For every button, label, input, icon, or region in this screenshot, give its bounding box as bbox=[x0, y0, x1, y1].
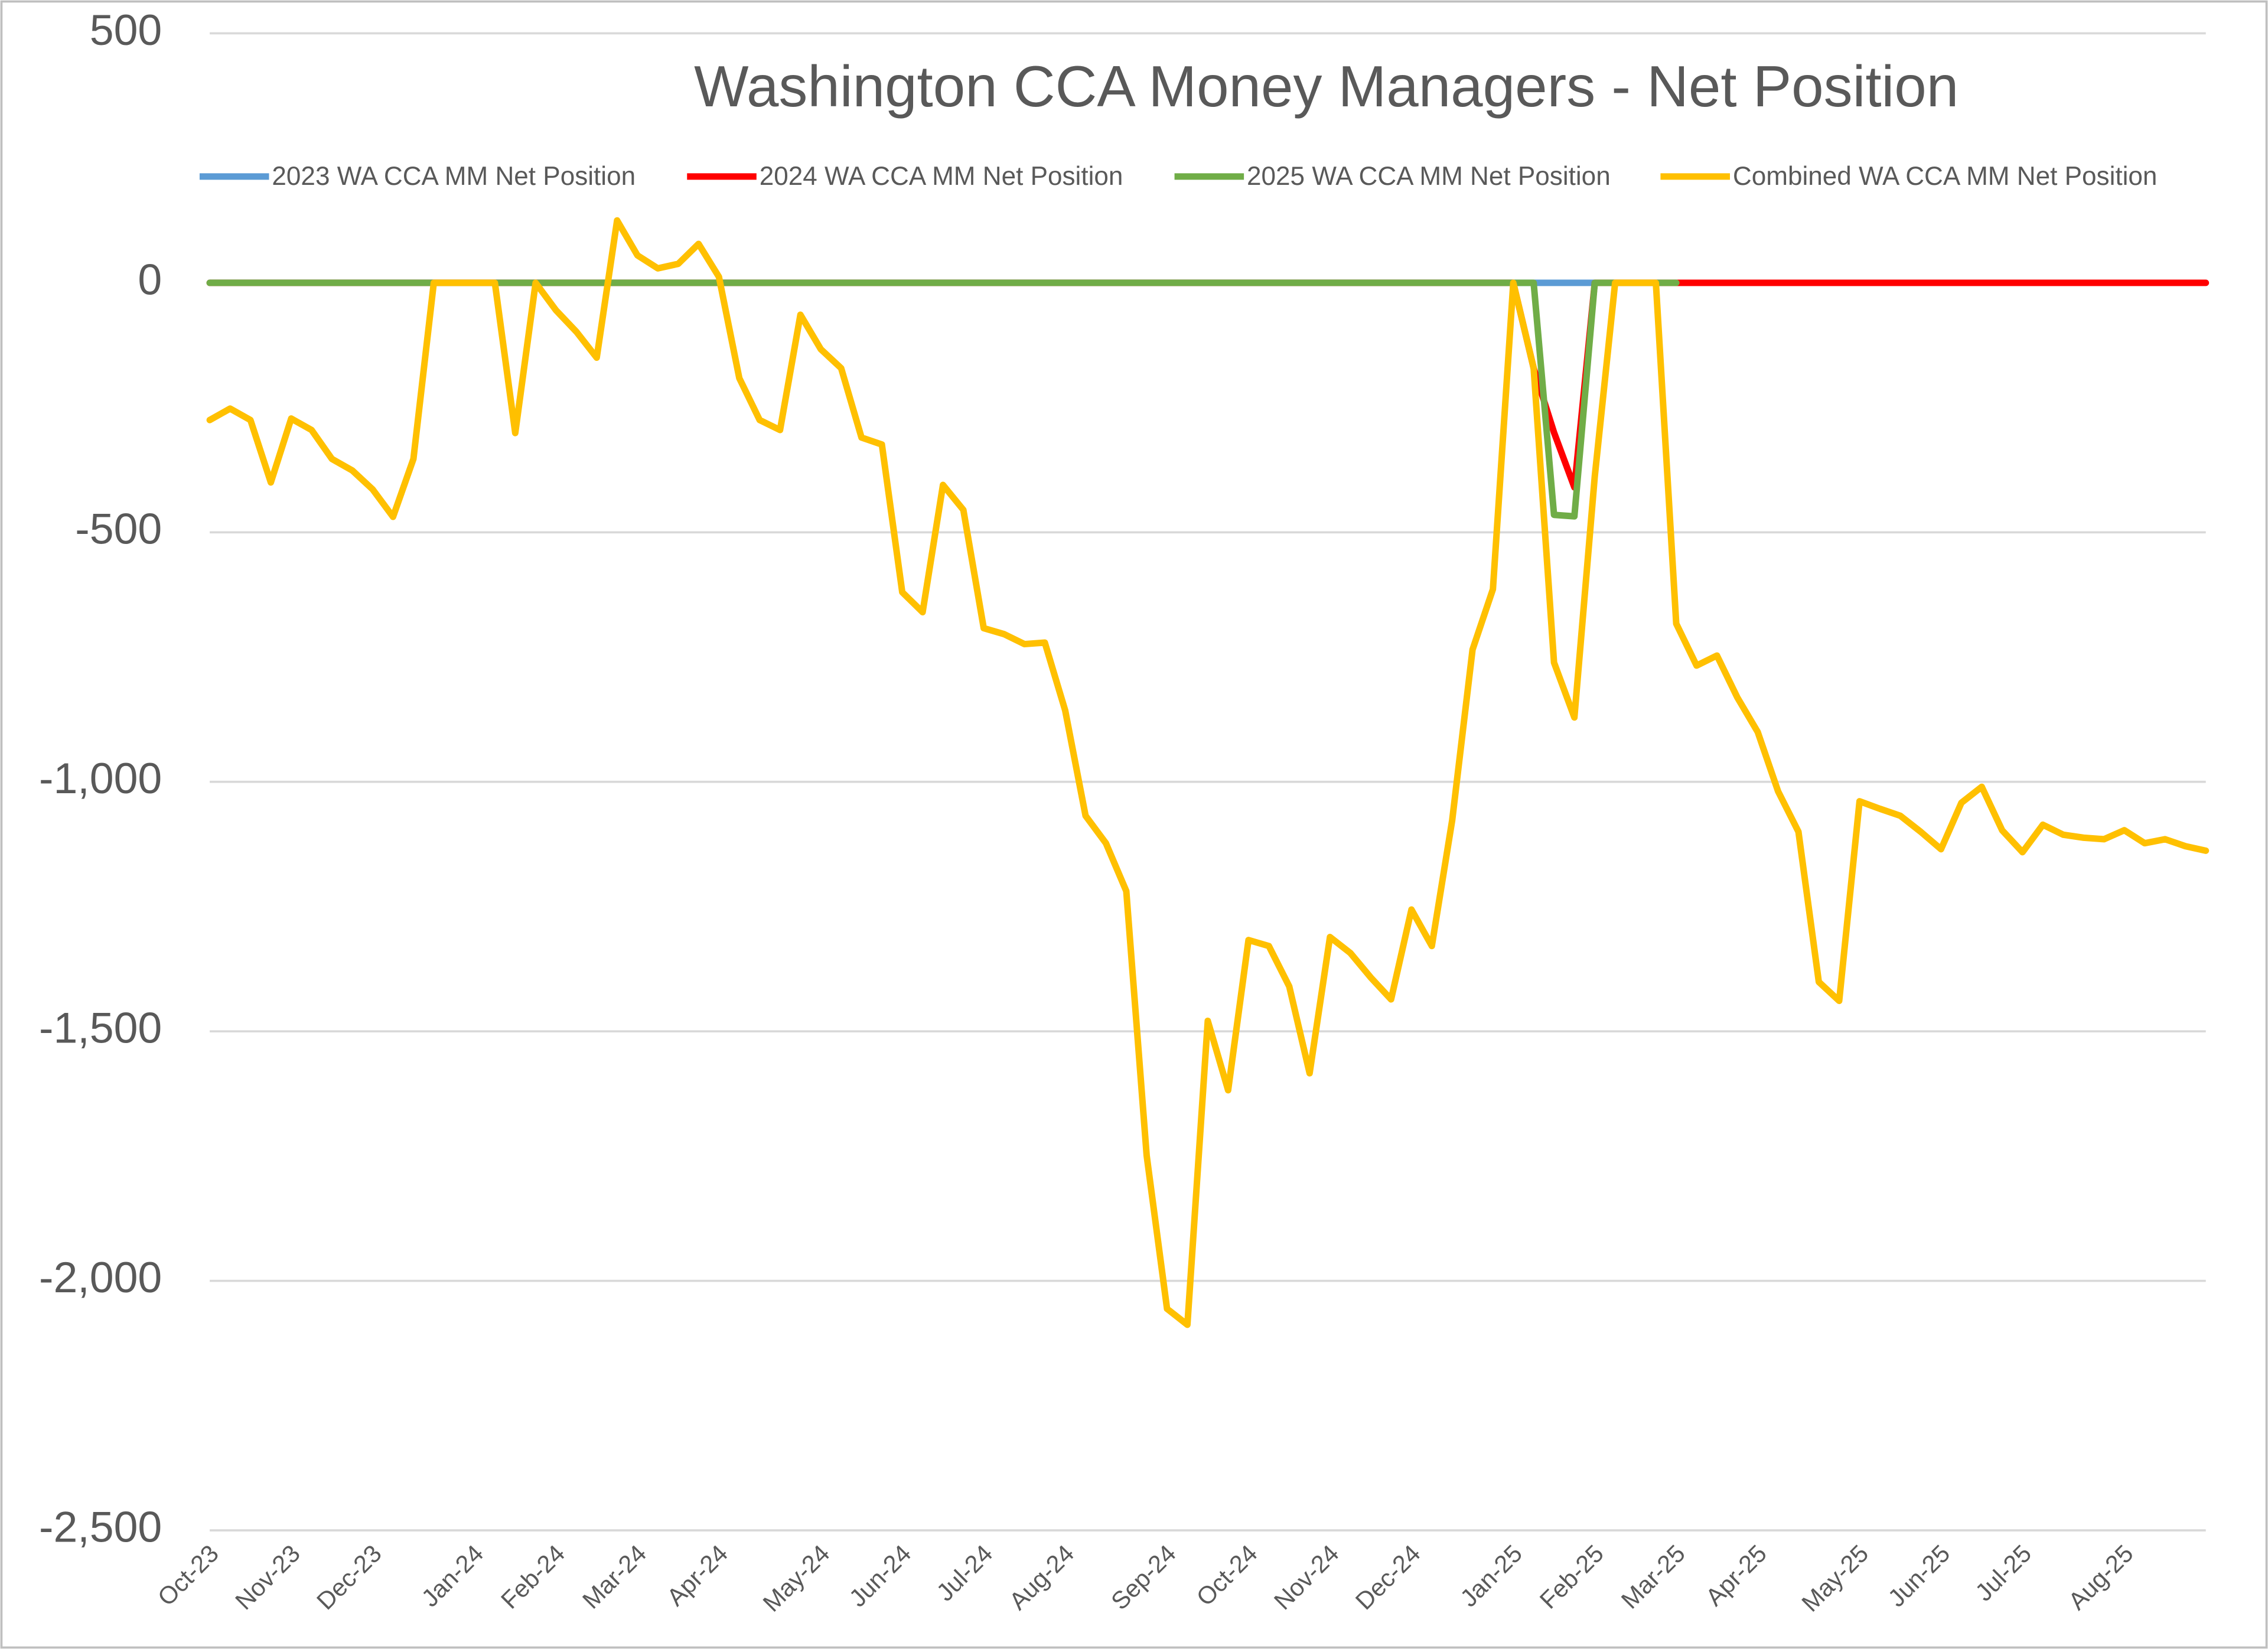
y-tick-label: -500 bbox=[75, 504, 162, 553]
y-tick-label: -2,500 bbox=[39, 1503, 162, 1552]
legend-label: 2023 WA CCA MM Net Position bbox=[272, 162, 636, 191]
y-tick-label: -1,000 bbox=[39, 754, 162, 803]
y-tick-label: 500 bbox=[90, 5, 162, 54]
y-tick-label: 0 bbox=[138, 255, 162, 304]
series-line bbox=[206, 217, 2210, 1328]
legend-label: 2025 WA CCA MM Net Position bbox=[1247, 162, 1611, 191]
y-tick-label: -2,000 bbox=[39, 1253, 162, 1302]
legend-label: 2024 WA CCA MM Net Position bbox=[760, 162, 1123, 191]
legend-label: Combined WA CCA MM Net Position bbox=[1733, 162, 2158, 191]
y-tick-label: -1,500 bbox=[39, 1003, 162, 1052]
chart-title: Washington CCA Money Managers - Net Posi… bbox=[694, 54, 1959, 119]
